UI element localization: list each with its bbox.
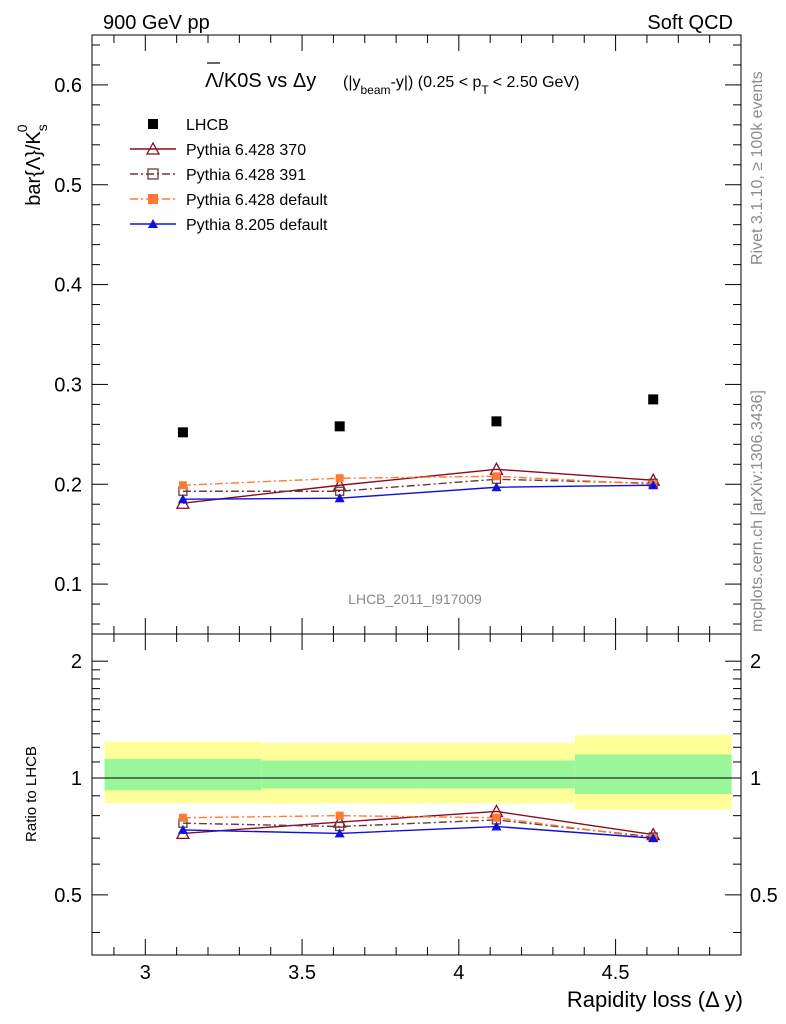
legend-marker-4: [148, 219, 158, 228]
main-series-group: [175, 394, 661, 509]
ratio-y-tick-label-right-0: 0.5: [750, 885, 778, 907]
legend-item-1: Pythia 6.428 370: [130, 141, 306, 159]
ratio-band-inner-3: [574, 754, 732, 794]
ratio-point-2-1: [335, 811, 344, 820]
main-plot-title: Λ/K0S vs Δy (|ybeam-y|) (0.25 < pT < 2.50…: [205, 62, 579, 97]
ratio-point-3-3: [648, 833, 659, 843]
main-y-label: bar{Λ}/Ks0: [14, 124, 50, 206]
title-cut-sub2: T: [481, 83, 489, 97]
ratio-y-tick-label-right-2: 2: [750, 651, 761, 673]
point-0-3: [648, 394, 659, 405]
x-axis-label: Rapidity loss (Δ y): [567, 987, 743, 1012]
ratio-band-inner-1: [261, 760, 419, 789]
main-y-label-sub: s: [34, 124, 50, 131]
series-4: [177, 480, 659, 504]
point-1-1: [332, 477, 347, 491]
header-left: 900 GeV pp: [103, 12, 210, 34]
series-line-3: [182, 475, 654, 486]
main-y-label-text: bar{Λ}/K: [23, 131, 45, 206]
ratio-series-3: [177, 821, 659, 843]
ratio-band-inner-0: [104, 758, 262, 791]
ratio-point-2-2: [492, 813, 501, 822]
legend-label-0: LHCB: [186, 117, 229, 134]
ratio-y-tick-label-0: 0.5: [54, 885, 82, 907]
legend-label-1: Pythia 6.428 370: [186, 142, 306, 159]
x-tick-label-2: 4: [453, 962, 464, 984]
legend-item-3: Pythia 6.428 default: [130, 192, 328, 209]
title-cut-c: < 2.50 GeV): [493, 74, 580, 91]
main-y-tick-label-5: 0.6: [54, 75, 82, 97]
ratio-frame: [91, 633, 742, 956]
main-y-tick-label-0: 0.1: [54, 574, 82, 596]
point-3-1: [335, 474, 344, 483]
ratio-bands: [104, 735, 732, 810]
legend-label-4: Pythia 8.205 default: [186, 217, 328, 234]
legend-label-3: Pythia 6.428 default: [186, 192, 328, 209]
point-3-0: [178, 481, 187, 490]
x-tick-label-1: 3.5: [288, 962, 316, 984]
ratio-series-2: [178, 811, 658, 843]
rivet-label: Rivet 3.1.10, ≥ 100k events: [749, 71, 766, 265]
legend-item-0: LHCB: [148, 117, 229, 134]
main-y-tick-label-2: 0.3: [54, 374, 82, 396]
title-cut-b: -y|) (0.25 < p: [391, 74, 482, 91]
title-cut-sub1: beam: [360, 83, 390, 97]
axes-group: 3 3.5 4 4.5 0.1 0.2 0.3 0.4 0.5 0.6 0.5 0.5 1 1 2 2: [54, 34, 778, 984]
legend-marker-0: [148, 119, 158, 129]
title-main: Λ/K0S vs Δy: [205, 70, 316, 92]
legend-item-4: Pythia 8.205 default: [130, 217, 328, 234]
legend-marker-2: [147, 168, 159, 180]
analysis-watermark: LHCB_2011_I917009: [348, 591, 482, 607]
ratio-y-label: Ratio to LHCB: [23, 746, 40, 842]
ratio-series-group: [175, 804, 661, 843]
main-y-tick-label-1: 0.2: [54, 474, 82, 496]
point-0-2: [491, 416, 502, 427]
ratio-y-tick-label-right-1: 1: [750, 768, 761, 790]
svg-text:(|ybeam-y|) (0.25 < pT< 2.50 G: (|ybeam-y|) (0.25 < pT < 2.50 GeV): [343, 74, 579, 97]
mcplots-label: mcplots.cern.ch [arXiv:1306.3436]: [749, 390, 766, 632]
point-0-0: [177, 427, 188, 438]
point-0-1: [334, 421, 345, 432]
header-right: Soft QCD: [647, 12, 733, 34]
legend-label-2: Pythia 6.428 391: [186, 167, 306, 184]
ratio-band-inner-2: [418, 760, 575, 789]
ratio-y-tick-label-1: 1: [71, 768, 82, 790]
ratio-point-2-0: [178, 813, 187, 822]
x-tick-label-3: 4.5: [602, 962, 630, 984]
main-y-tick-label-3: 0.4: [54, 275, 82, 297]
ratio-point-3-1: [334, 828, 345, 838]
main-y-tick-label-4: 0.5: [54, 175, 82, 197]
ratio-line-2: [182, 814, 654, 839]
ratio-line-1: [182, 819, 654, 838]
legend: LHCB Pythia 6.428 370 Pythia 6.428 391 Pyth…: [130, 117, 328, 234]
point-4-3: [648, 480, 659, 490]
ratio-y-tick-label-2: 2: [71, 651, 82, 673]
main-y-label-sup: 0: [14, 124, 30, 132]
point-3-2: [492, 472, 501, 481]
series-0: [177, 394, 659, 438]
ratio-line-3: [182, 825, 654, 839]
legend-marker-3: [148, 194, 158, 204]
ratio-point-3-2: [491, 821, 502, 831]
ratio-point-3-0: [177, 824, 188, 834]
series-line-4: [182, 484, 654, 500]
x-tick-label-0: 3: [140, 962, 151, 984]
legend-marker-1: [145, 141, 161, 155]
point-4-2: [491, 482, 502, 492]
legend-item-2: Pythia 6.428 391: [130, 167, 306, 184]
series-line-2: [182, 478, 654, 492]
point-4-0: [177, 494, 188, 504]
point-4-1: [334, 493, 345, 503]
title-cut-a: (|y: [343, 74, 360, 91]
